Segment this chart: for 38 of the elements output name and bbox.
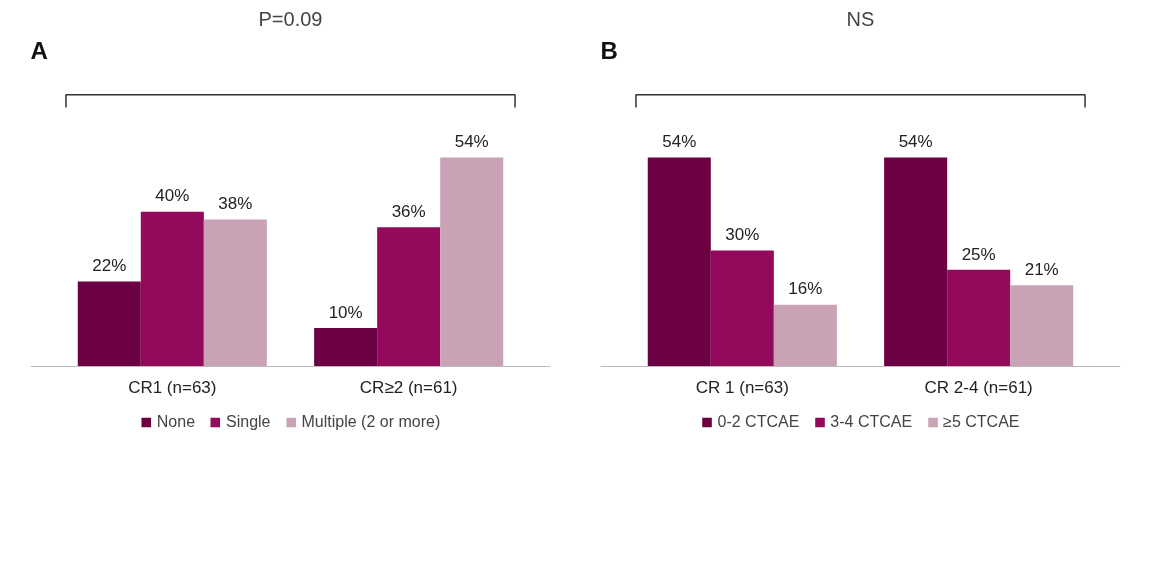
bar (77, 281, 141, 367)
x-tick-label: CR1 (n=63) (128, 377, 217, 397)
bar (203, 219, 267, 367)
x-tick-label: CR 1 (n=63) (695, 377, 789, 397)
data-label: 54% (662, 132, 697, 152)
legend-label: 3-4 CTCAE (830, 413, 913, 431)
data-label: 40% (155, 186, 190, 206)
bar (314, 327, 378, 367)
bar (710, 250, 774, 367)
bar (1010, 285, 1074, 367)
data-label: 21% (1024, 260, 1059, 280)
x-tick-label: CR≥2 (n=61) (359, 377, 458, 397)
text: A (30, 36, 48, 64)
x-tick-label: CR 2-4 (n=61) (924, 377, 1033, 397)
bar (377, 227, 441, 367)
legend-label: ≥5 CTCAE (943, 413, 1020, 431)
data-label: 38% (218, 194, 253, 214)
data-label: 22% (92, 256, 127, 276)
bar (884, 157, 948, 367)
data-label: 25% (961, 244, 996, 264)
legend-label: None (156, 413, 196, 431)
bar (440, 157, 504, 367)
bar (947, 269, 1011, 367)
chart-title: NS (846, 7, 875, 30)
legend-label: 0-2 CTCAE (717, 413, 800, 431)
legend-label: Single (226, 413, 271, 431)
bar (773, 304, 837, 367)
legend-label: Multiple (2 or more) (301, 413, 441, 431)
data-label: 54% (898, 132, 933, 152)
bar (647, 157, 711, 367)
bar (140, 211, 204, 367)
chart-title: P=0.09 (258, 7, 323, 30)
data-label: 54% (454, 132, 489, 152)
data-label: 36% (391, 201, 426, 221)
text: B (600, 36, 618, 64)
data-label: 30% (725, 225, 760, 245)
data-label: 10% (328, 302, 363, 322)
data-label: 16% (788, 279, 823, 299)
